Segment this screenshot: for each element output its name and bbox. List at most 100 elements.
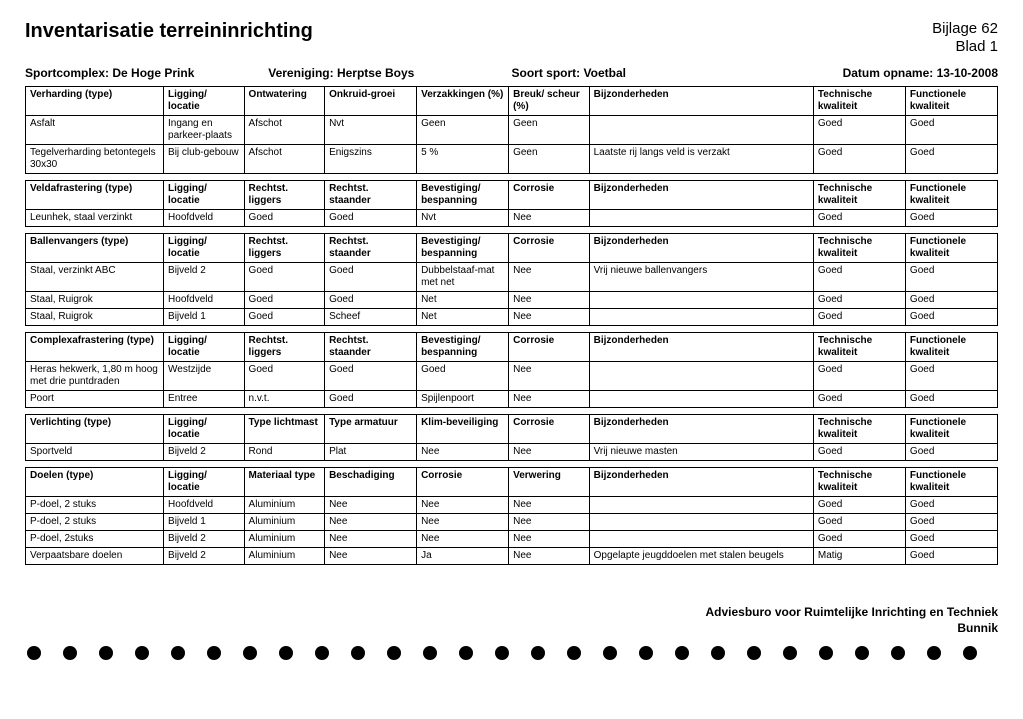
table-cell: Staal, Ruigrok [26, 292, 164, 309]
table-cell [589, 362, 813, 391]
table-header-cell: Veldafrastering (type) [26, 181, 164, 210]
table-header-cell: Verwering [509, 468, 590, 497]
table-cell: Goed [244, 263, 325, 292]
table-cell: Staal, verzinkt ABC [26, 263, 164, 292]
table-cell: Entree [164, 391, 245, 408]
table-header-cell: Rechtst. staander [325, 333, 417, 362]
table-cell [589, 514, 813, 531]
table-cell: Nee [417, 514, 509, 531]
table-header-cell: Bijzonderheden [589, 468, 813, 497]
table-header-cell: Materiaal type [244, 468, 325, 497]
table-cell: Afschot [244, 116, 325, 145]
blad-number: Blad 1 [932, 38, 998, 56]
meta-sportcomplex: Sportcomplex: De Hoge Prink [25, 66, 268, 80]
table-cell: Nee [325, 514, 417, 531]
table-cell [589, 497, 813, 514]
table-header-cell: Technische kwaliteit [813, 181, 905, 210]
table-cell: Opgelapte jeugddoelen met stalen beugels [589, 548, 813, 565]
table-cell: Goed [813, 514, 905, 531]
table-cell: Afschot [244, 145, 325, 174]
table-header-cell: Rechtst. liggers [244, 333, 325, 362]
table-cell: Goed [417, 362, 509, 391]
table-cell: Goed [813, 145, 905, 174]
table-cell: Goed [905, 391, 997, 408]
meta-row: Sportcomplex: De Hoge Prink Vereniging: … [25, 66, 998, 80]
table-header-row: Complexafrastering (type)Ligging/ locati… [26, 333, 998, 362]
table-header-cell: Complexafrastering (type) [26, 333, 164, 362]
table-header-cell: Functionele kwaliteit [905, 333, 997, 362]
table-header-cell: Technische kwaliteit [813, 468, 905, 497]
table-cell: Geen [509, 116, 590, 145]
table-cell [589, 309, 813, 326]
table-header-cell: Technische kwaliteit [813, 234, 905, 263]
table-cell: Goed [905, 497, 997, 514]
table-cell: Ingang en parkeer-plaats [164, 116, 245, 145]
table-header-row: Verharding (type)Ligging/ locatieOntwate… [26, 87, 998, 116]
table-header-row: Ballenvangers (type)Ligging/ locatieRech… [26, 234, 998, 263]
table-cell: Nee [509, 514, 590, 531]
table-header-cell: Ontwatering [244, 87, 325, 116]
table-cell [589, 531, 813, 548]
table-cell: 5 % [417, 145, 509, 174]
table-cell: Nvt [325, 116, 417, 145]
table-cell: Goed [244, 210, 325, 227]
table-cell: Nee [509, 309, 590, 326]
table-header-cell: Ligging/ locatie [164, 234, 245, 263]
table-cell: Geen [509, 145, 590, 174]
table-cell: Vrij nieuwe masten [589, 444, 813, 461]
table-cell: Goed [244, 362, 325, 391]
table-header-cell: Ligging/ locatie [164, 181, 245, 210]
table-header-cell: Functionele kwaliteit [905, 234, 997, 263]
table-cell: Goed [813, 444, 905, 461]
table-cell [589, 116, 813, 145]
bijlage-block: Bijlage 62 Blad 1 [932, 20, 998, 56]
table-cell: Nee [509, 362, 590, 391]
table-row: Leunhek, staal verzinktHoofdveldGoedGoed… [26, 210, 998, 227]
table-cell: P-doel, 2stuks [26, 531, 164, 548]
table-cell: Westzijde [164, 362, 245, 391]
meta-soort: Soort sport: Voetbal [512, 66, 755, 80]
table-cell: Scheef [325, 309, 417, 326]
table-header-cell: Type armatuur [325, 415, 417, 444]
table-cell: Bijveld 2 [164, 444, 245, 461]
table-cell: Nee [325, 497, 417, 514]
table-t4: Complexafrastering (type)Ligging/ locati… [25, 332, 998, 408]
table-header-cell: Rechtst. staander [325, 181, 417, 210]
table-cell: Goed [813, 116, 905, 145]
table-cell: Verpaatsbare doelen [26, 548, 164, 565]
table-cell: Aluminium [244, 497, 325, 514]
table-header-row: Doelen (type)Ligging/ locatieMateriaal t… [26, 468, 998, 497]
table-cell: Goed [905, 116, 997, 145]
table-cell: Nvt [417, 210, 509, 227]
table-cell: Goed [905, 145, 997, 174]
table-cell [589, 292, 813, 309]
table-row: Staal, RuigrokBijveld 1GoedScheefNetNeeG… [26, 309, 998, 326]
table-header-cell: Onkruid-groei [325, 87, 417, 116]
table-cell: P-doel, 2 stuks [26, 514, 164, 531]
table-cell: Bijveld 2 [164, 548, 245, 565]
footer-line1: Adviesburo voor Ruimtelijke Inrichting e… [25, 605, 998, 621]
table-cell: Goed [813, 531, 905, 548]
table-header-cell: Verzakkingen (%) [417, 87, 509, 116]
table-cell: Nee [325, 531, 417, 548]
table-cell: Goed [905, 292, 997, 309]
punch-holes [25, 646, 998, 660]
table-cell: Poort [26, 391, 164, 408]
table-cell: Leunhek, staal verzinkt [26, 210, 164, 227]
table-cell: Goed [905, 210, 997, 227]
table-header-cell: Ligging/ locatie [164, 415, 245, 444]
table-cell: Heras hekwerk, 1,80 m hoog met drie punt… [26, 362, 164, 391]
table-header-cell: Corrosie [417, 468, 509, 497]
table-cell: Ja [417, 548, 509, 565]
table-cell: Nee [509, 391, 590, 408]
table-row: AsfaltIngang en parkeer-plaatsAfschotNvt… [26, 116, 998, 145]
table-cell: Bijveld 1 [164, 514, 245, 531]
table-t2: Veldafrastering (type)Ligging/ locatie Re… [25, 180, 998, 227]
table-cell: Goed [325, 391, 417, 408]
tables-container: Verharding (type)Ligging/ locatieOntwate… [25, 86, 998, 565]
table-header-cell: Bevestiging/ bespanning [417, 181, 509, 210]
table-cell: Nee [417, 444, 509, 461]
table-header-cell: Ballenvangers (type) [26, 234, 164, 263]
table-cell: Nee [325, 548, 417, 565]
table-cell: Nee [509, 548, 590, 565]
